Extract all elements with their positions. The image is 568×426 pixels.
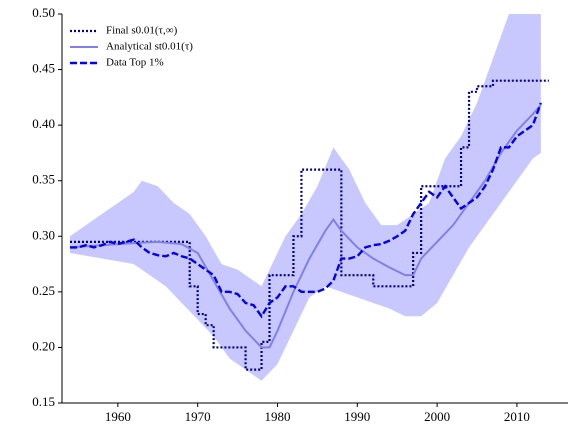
y-tick-label: 0.30 — [32, 227, 55, 242]
x-tick-label: 1960 — [105, 409, 131, 424]
x-tick-label: 1970 — [185, 409, 211, 424]
series-line — [69, 104, 542, 349]
band — [69, 14, 541, 381]
legend: Final s0.01(τ,∞) Analytical st0.01(τ) Data… — [70, 25, 193, 69]
legend-label: Data Top 1% — [106, 57, 164, 69]
series-line — [69, 102, 542, 319]
x-tick-label: 1990 — [344, 409, 370, 424]
x-tick-label: 1980 — [264, 409, 290, 424]
legend-label: Final s0.01(τ,∞) — [106, 25, 178, 37]
y-tick-label: 0.40 — [32, 116, 55, 131]
y-tick-label: 0.45 — [32, 61, 55, 76]
y-tick-label: 0.35 — [32, 172, 55, 187]
x-tick-label: 2000 — [424, 409, 450, 424]
y-tick-label: 0.15 — [32, 394, 55, 409]
y-tick-label: 0.20 — [32, 338, 55, 353]
x-tick-label: 2010 — [504, 409, 530, 424]
y-tick-label: 0.25 — [32, 283, 55, 298]
legend-label: Analytical st0.01(τ) — [106, 41, 193, 53]
y-tick-label: 0.50 — [32, 5, 55, 20]
